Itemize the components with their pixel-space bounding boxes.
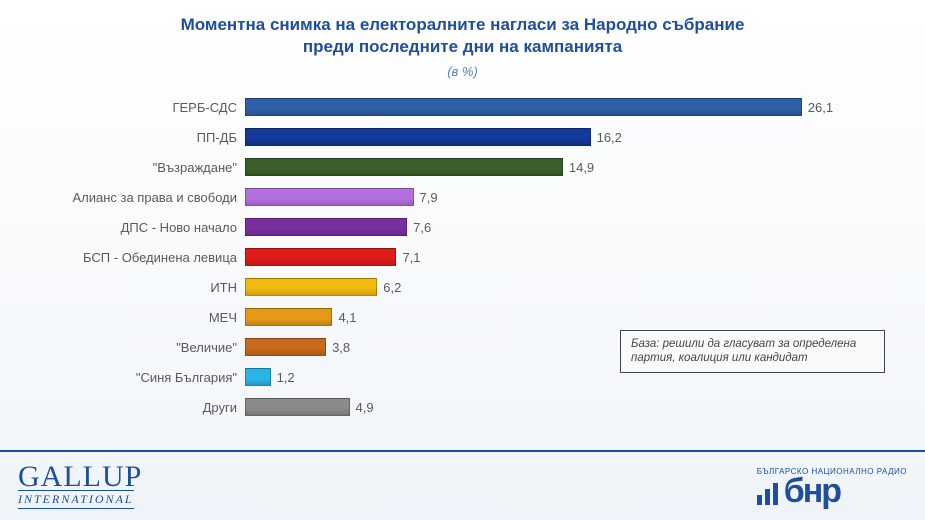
- value-label: 16,2: [597, 130, 622, 145]
- bar-track: 26,1: [245, 92, 885, 122]
- chart-row: ИТН 6,2: [40, 272, 885, 302]
- bar-chart: ГЕРБ-СДС 26,1 ПП-ДБ 16,2 "Възраждане" 14,9 Али…: [40, 92, 885, 432]
- category-label: "Синя България": [40, 370, 245, 385]
- value-label: 4,9: [356, 400, 374, 415]
- value-label: 7,9: [420, 190, 438, 205]
- title-line-2: преди последните дни на кампанията: [0, 36, 925, 58]
- bar: [245, 128, 591, 146]
- value-label: 14,9: [569, 160, 594, 175]
- category-label: Алианс за права и свободи: [40, 190, 245, 205]
- chart-row: МЕЧ 4,1: [40, 302, 885, 332]
- category-label: МЕЧ: [40, 310, 245, 325]
- chart-row: Други 4,9: [40, 392, 885, 422]
- bar: [245, 308, 332, 326]
- bar-track: 16,2: [245, 122, 885, 152]
- base-note: База: решили да гласуват за определена п…: [620, 330, 885, 373]
- category-label: Други: [40, 400, 245, 415]
- footer: GALLUP INTERNATIONAL БЪЛГАРСКО НАЦИОНАЛН…: [0, 450, 925, 520]
- chart-title: Моментна снимка на електоралните нагласи…: [0, 0, 925, 58]
- chart-row: ДПС - Ново начало 7,6: [40, 212, 885, 242]
- bnr-logo-letters: бнр: [784, 478, 840, 505]
- bar: [245, 398, 350, 416]
- bnr-logo-mark: бнр: [757, 478, 907, 505]
- bar: [245, 278, 377, 296]
- value-label: 7,6: [413, 220, 431, 235]
- category-label: ГЕРБ-СДС: [40, 100, 245, 115]
- chart-row: "Възраждане" 14,9: [40, 152, 885, 182]
- bar-track: 7,1: [245, 242, 885, 272]
- value-label: 4,1: [338, 310, 356, 325]
- bnr-logo: БЪЛГАРСКО НАЦИОНАЛНО РАДИО бнр: [757, 467, 907, 505]
- category-label: "Възраждане": [40, 160, 245, 175]
- gallup-logo-sub: INTERNATIONAL: [18, 490, 134, 509]
- category-label: БСП - Обединена левица: [40, 250, 245, 265]
- value-label: 3,8: [332, 340, 350, 355]
- category-label: ПП-ДБ: [40, 130, 245, 145]
- gallup-logo: GALLUP INTERNATIONAL: [18, 463, 142, 509]
- title-line-1: Моментна снимка на електоралните нагласи…: [0, 14, 925, 36]
- value-label: 6,2: [383, 280, 401, 295]
- chart-row: ГЕРБ-СДС 26,1: [40, 92, 885, 122]
- bar-track: 4,1: [245, 302, 885, 332]
- bar: [245, 338, 326, 356]
- bar-track: 14,9: [245, 152, 885, 182]
- bar-track: 7,6: [245, 212, 885, 242]
- value-label: 1,2: [277, 370, 295, 385]
- bar: [245, 188, 414, 206]
- bar: [245, 368, 271, 386]
- bar-track: 4,9: [245, 392, 885, 422]
- gallup-logo-main: GALLUP: [18, 463, 142, 490]
- bar: [245, 218, 407, 236]
- chart-subtitle: (в %): [0, 64, 925, 79]
- category-label: ДПС - Ново начало: [40, 220, 245, 235]
- chart-row: Алианс за права и свободи 7,9: [40, 182, 885, 212]
- chart-row: ПП-ДБ 16,2: [40, 122, 885, 152]
- chart-row: БСП - Обединена левица 7,1: [40, 242, 885, 272]
- bar-track: 7,9: [245, 182, 885, 212]
- bnr-bars-icon: [757, 483, 778, 505]
- bar: [245, 248, 396, 266]
- value-label: 26,1: [808, 100, 833, 115]
- category-label: ИТН: [40, 280, 245, 295]
- bar: [245, 98, 802, 116]
- bar-track: 6,2: [245, 272, 885, 302]
- value-label: 7,1: [402, 250, 420, 265]
- bar: [245, 158, 563, 176]
- category-label: "Величие": [40, 340, 245, 355]
